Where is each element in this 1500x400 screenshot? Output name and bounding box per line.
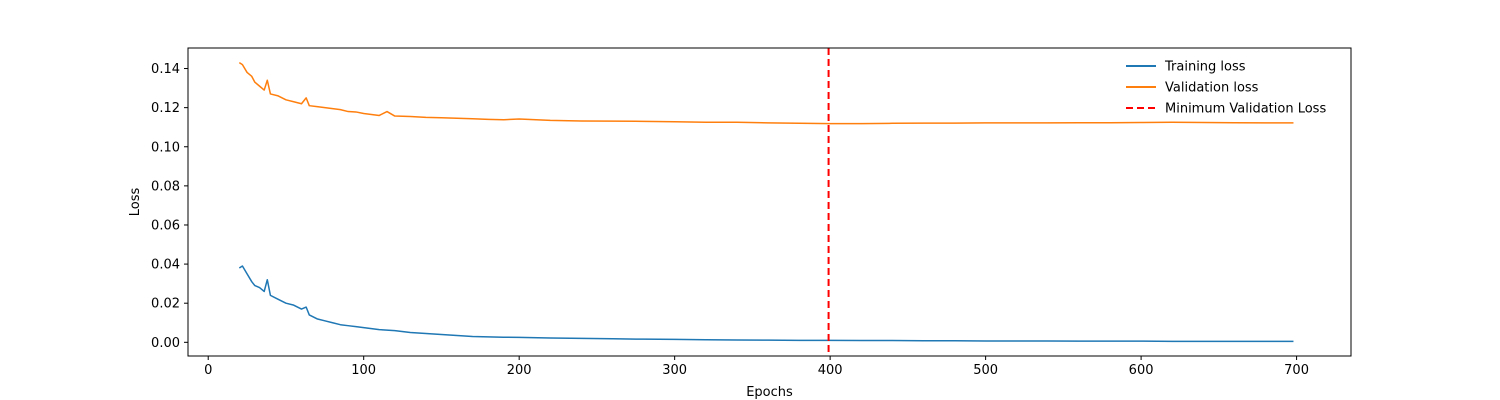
legend-label: Training loss <box>1164 60 1246 75</box>
y-tick-label: 0.00 <box>151 336 180 351</box>
y-tick-label: 0.08 <box>151 179 180 194</box>
y-tick-label: 0.02 <box>151 297 180 312</box>
x-tick-label: 500 <box>973 363 998 378</box>
legend-label: Validation loss <box>1165 81 1259 96</box>
training-loss-line <box>239 266 1293 341</box>
x-axis-label: Epochs <box>746 385 793 400</box>
y-tick-label: 0.06 <box>151 218 180 233</box>
y-tick-label: 0.04 <box>151 258 180 273</box>
x-tick-label: 400 <box>818 363 843 378</box>
plot-area <box>239 48 1293 356</box>
x-tick-label: 0 <box>204 363 212 378</box>
y-tick-label: 0.10 <box>151 140 180 155</box>
x-tick-label: 600 <box>1129 363 1154 378</box>
legend: Training loss Validation loss Minimum Vali… <box>1126 60 1326 117</box>
x-tick-label: 300 <box>662 363 687 378</box>
y-axis-label: Loss <box>128 188 143 217</box>
x-tick-label: 700 <box>1284 363 1309 378</box>
x-tick-label: 200 <box>507 363 532 378</box>
legend-label: Minimum Validation Loss <box>1165 102 1326 117</box>
y-tick-label: 0.14 <box>151 62 180 77</box>
axis-ticks: 0 100 200 300 400 500 600 700 0.00 0.02 0.04 0.06 0.… <box>151 62 1309 378</box>
y-tick-label: 0.12 <box>151 101 180 116</box>
x-tick-label: 100 <box>351 363 376 378</box>
validation-loss-line <box>239 63 1293 124</box>
